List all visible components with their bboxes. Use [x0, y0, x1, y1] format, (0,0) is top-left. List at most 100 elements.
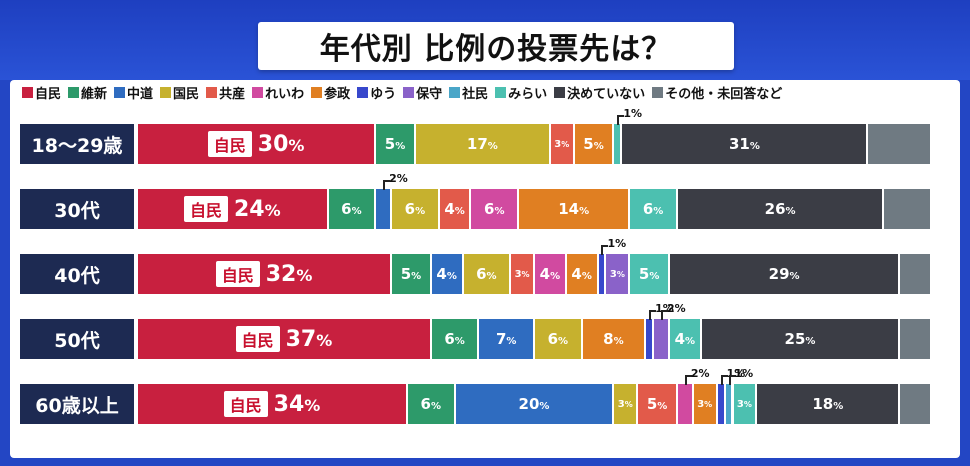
data-label: 8%: [603, 330, 624, 348]
data-label: 5%: [646, 395, 668, 413]
bar-segment: 6%: [535, 319, 583, 359]
callout-line: [720, 375, 728, 385]
bar-segment: 6%: [471, 189, 520, 229]
legend-item: 参政: [311, 83, 350, 102]
bar-segment: [614, 124, 623, 164]
callout-line: [684, 375, 692, 385]
legend-label: 中道: [127, 86, 154, 102]
ldp-tag: 自民: [207, 131, 252, 157]
data-label: 4%: [674, 330, 696, 348]
legend-label: みらい: [508, 86, 548, 102]
data-label: 3%: [554, 138, 570, 150]
data-label: 17%: [466, 135, 498, 153]
data-label: 29%: [768, 265, 800, 283]
callout-label: 1%: [623, 107, 643, 120]
ldp-tag: 自民: [183, 196, 228, 222]
row-label: 60歳以上: [20, 384, 134, 424]
bar-segment: 自民 30%: [138, 124, 377, 164]
bar-segment: 6%: [630, 189, 678, 229]
legend-swatch: [357, 86, 369, 98]
bar-segment: 5%: [574, 124, 615, 164]
bar-segment: [646, 319, 655, 359]
data-label: 5%: [583, 135, 604, 153]
data-label: 25%: [784, 330, 816, 348]
legend-label: 保守: [416, 86, 443, 102]
legend-item: れいわ: [252, 83, 304, 102]
data-label: 31%: [728, 135, 760, 153]
data-label: 7%: [495, 330, 517, 348]
bar-segment: 20%: [455, 384, 615, 424]
data-label: 24%: [233, 196, 281, 222]
callout-line: [661, 310, 669, 320]
bar-segment: 6%: [328, 189, 377, 229]
legend-swatch: [22, 86, 33, 98]
legend-swatch: [160, 86, 172, 98]
ldp-tag: 自民: [223, 391, 268, 417]
data-label: 6%: [444, 330, 465, 348]
title-box: 年代別 比例の投票先は？: [258, 22, 734, 70]
bar-segment: 3%: [511, 254, 535, 294]
data-label: 4%: [436, 265, 457, 283]
bar-segment: 3%: [550, 124, 575, 164]
bar-segment: 5%: [630, 254, 670, 294]
callout-label: 1%: [655, 302, 674, 315]
legend-swatch: [495, 86, 507, 98]
data-label: 26%: [764, 200, 796, 218]
bar-segment: 25%: [701, 319, 901, 359]
legend-swatch: [311, 86, 323, 98]
data-label: 4%: [571, 265, 592, 283]
callout-label: 2%: [690, 367, 710, 380]
data-label: 3%: [617, 398, 633, 410]
legend-item: 中道: [114, 83, 153, 102]
legend-label: 国民: [173, 86, 200, 102]
data-label: 30%: [257, 131, 305, 157]
legend-label: 決めていない: [567, 86, 646, 102]
bar-segment: [717, 384, 726, 424]
ldp-tag: 自民: [215, 261, 260, 287]
legend-item: 自民: [22, 83, 61, 102]
bar-track: 自民 37% 6% 7% 6% 8% 4% 25%: [138, 319, 932, 359]
bar-segment: 4%: [431, 254, 464, 294]
callout-line: [728, 375, 736, 385]
data-label: 3%: [736, 398, 752, 410]
callout-line: [617, 115, 625, 125]
bar-segment: 26%: [677, 189, 885, 229]
bar-segment: 自民 24%: [138, 189, 329, 229]
bar-segment: 5%: [392, 254, 432, 294]
data-label: 6%: [341, 200, 362, 218]
legend-item: みらい: [495, 83, 547, 102]
bar-segment: [598, 254, 607, 294]
data-label: 32%: [265, 261, 313, 287]
bar-segment: [900, 254, 932, 294]
legend-swatch: [68, 86, 80, 98]
bar-segment: 5%: [638, 384, 678, 424]
data-label: 6%: [476, 265, 497, 283]
callout-label: 1%: [734, 367, 754, 380]
bar-segment: 7%: [479, 319, 535, 359]
bar-segment: 自民 32%: [138, 254, 393, 294]
bar-segment: 3%: [606, 254, 631, 294]
legend-item: 国民: [160, 83, 199, 102]
legend-label: 自民: [35, 86, 62, 102]
bar-track: 自民 34% 6% 20% 3% 5% 3% 3% 18%: [138, 384, 932, 424]
page-title: 年代別 比例の投票先は？: [319, 32, 673, 67]
data-label: 18%: [812, 395, 844, 413]
bar-segment: 17%: [415, 124, 551, 164]
row-label: 50代: [20, 319, 134, 359]
legend-item: ゆう: [357, 83, 396, 102]
callout-line: [601, 245, 609, 255]
legend-item: その他・未回答など: [652, 83, 782, 102]
bar-segment: 18%: [757, 384, 901, 424]
callout-label: 2%: [389, 172, 408, 185]
legend-label: その他・未回答など: [665, 86, 783, 102]
bar-segment: [725, 384, 734, 424]
bar-segment: 6%: [431, 319, 480, 359]
callout-label: 2%: [667, 302, 686, 315]
data-label: 6%: [404, 200, 426, 218]
legend-label: 維新: [81, 86, 108, 102]
bar-segment: [900, 319, 932, 359]
bar-segment: 3%: [693, 384, 718, 424]
bar-segment: [884, 189, 932, 229]
data-label: 6%: [420, 395, 441, 413]
data-label: 20%: [518, 395, 550, 413]
